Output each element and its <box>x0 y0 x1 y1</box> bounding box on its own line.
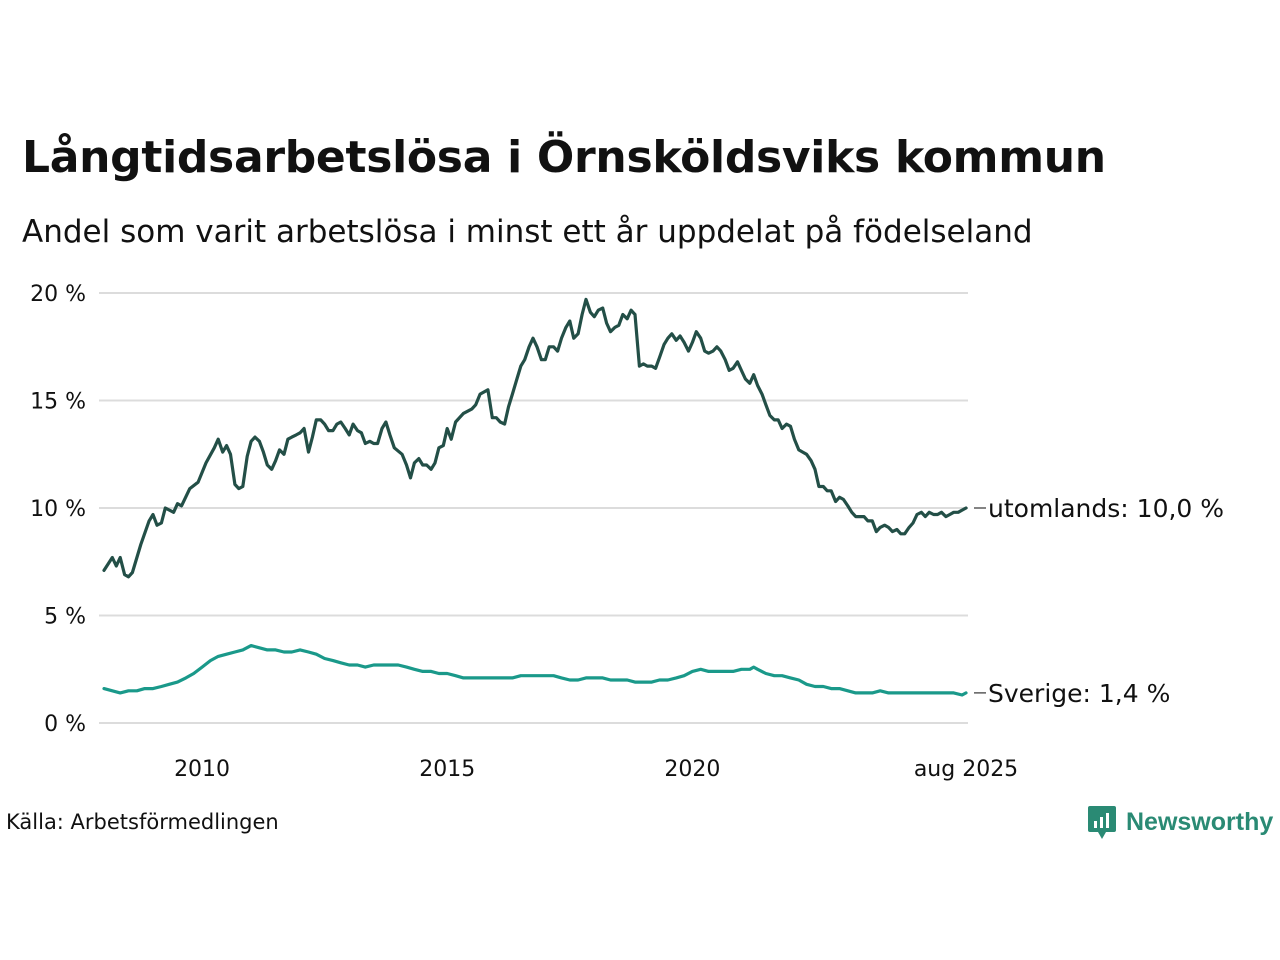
x-tick-label: aug 2025 <box>914 757 1018 782</box>
chart-subtitle: Andel som varit arbetslösa i minst ett å… <box>22 214 1033 250</box>
x-axis: 2010 2015 2020 aug 2025 <box>174 757 1018 782</box>
y-tick-label: 15 % <box>30 390 86 415</box>
series-line-utomlands <box>102 297 968 579</box>
series-end-label: Sverige: 1,4 % <box>988 679 1170 708</box>
y-axis: 0 % 5 % 10 % 15 % 20 % <box>30 282 86 737</box>
series-line-sverige <box>102 644 968 697</box>
x-tick-label: 2020 <box>664 757 720 782</box>
x-tick-label: 2010 <box>174 757 230 782</box>
newsworthy-logo: Newsworthy <box>1088 804 1273 840</box>
grid-lines <box>99 292 968 724</box>
series-end-labels: utomlands: 10,0 % Sverige: 1,4 % <box>974 494 1224 708</box>
y-tick-label: 20 % <box>30 282 86 307</box>
newsworthy-logo-icon <box>1088 806 1116 839</box>
chart-title: Långtidsarbetslösa i Örnsköldsviks kommu… <box>22 132 1106 183</box>
y-tick-label: 0 % <box>44 712 86 737</box>
x-tick-label: 2015 <box>419 757 475 782</box>
series-end-label: utomlands: 10,0 % <box>988 494 1224 523</box>
y-tick-label: 10 % <box>30 497 86 522</box>
brand-name: Newsworthy <box>1126 807 1274 836</box>
source-note: Källa: Arbetsförmedlingen <box>6 810 279 834</box>
y-tick-label: 5 % <box>44 605 86 630</box>
series-lines <box>102 297 968 697</box>
